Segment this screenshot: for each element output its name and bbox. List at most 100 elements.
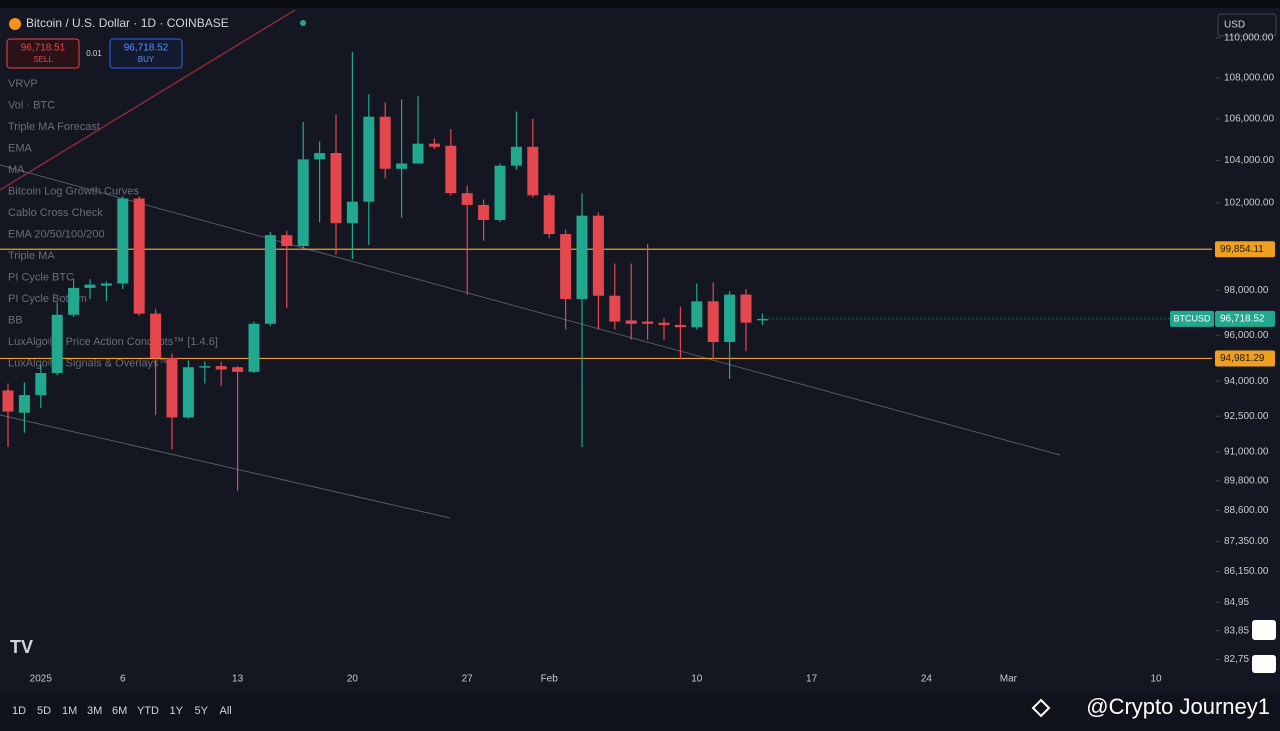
buy-price: 96,718.52 bbox=[124, 43, 169, 54]
x-tick-label: 6 bbox=[120, 674, 126, 685]
x-tick-label: 10 bbox=[691, 674, 703, 685]
x-tick-label: 13 bbox=[232, 674, 244, 685]
timeframe-button[interactable]: YTD bbox=[137, 705, 159, 717]
last-price-name: BTCUSD bbox=[1173, 313, 1211, 323]
candle-body bbox=[428, 143, 440, 147]
x-tick-label: 10 bbox=[1150, 674, 1162, 685]
y-tick-label: 106,000.00 bbox=[1224, 113, 1274, 124]
plot-area: 110,000.00 108,000.00 106,000.00 104,000.00… bbox=[0, 33, 1275, 685]
y-tick-label: 102,000.00 bbox=[1224, 197, 1274, 208]
timeframe-button[interactable]: 1Y bbox=[170, 705, 184, 717]
indicator-label: PI Cycle Bottom bbox=[8, 293, 87, 305]
y-tick-label: 87,350.00 bbox=[1224, 536, 1269, 547]
candle-body bbox=[35, 373, 47, 396]
timeframe-button[interactable]: 3M bbox=[87, 705, 102, 717]
candle-body bbox=[494, 165, 506, 220]
timeframe-button[interactable]: 1M bbox=[62, 705, 77, 717]
timeframe-button[interactable]: 6M bbox=[112, 705, 127, 717]
indicator-label: Cablo Cross Check bbox=[8, 207, 103, 219]
indicator-label: Vol · BTC bbox=[8, 99, 55, 111]
y-tick-label: 98,000.00 bbox=[1224, 285, 1269, 296]
candle-body bbox=[182, 367, 194, 418]
indicator-label: Triple MA Forecast bbox=[8, 121, 100, 133]
y-tick-label: 96,000.00 bbox=[1224, 330, 1269, 341]
chart-title: Bitcoin / U.S. Dollar · 1D · COINBASE bbox=[26, 16, 229, 30]
trendline bbox=[0, 9, 296, 191]
indicator-label: BB bbox=[8, 314, 23, 326]
status-dot bbox=[300, 20, 306, 26]
y-tick-label: 82,75 bbox=[1224, 654, 1249, 665]
candle-body bbox=[560, 234, 572, 300]
candle-body bbox=[396, 163, 408, 169]
candle-body bbox=[609, 295, 621, 322]
candle-body bbox=[150, 313, 162, 359]
candle-body bbox=[412, 143, 424, 164]
sell-label: SELL bbox=[33, 55, 53, 64]
candle-body bbox=[642, 321, 654, 324]
candle-body bbox=[297, 159, 309, 247]
bottom-bar bbox=[0, 693, 1280, 731]
candle-body bbox=[117, 198, 129, 284]
candle-body bbox=[68, 287, 80, 315]
candle-body bbox=[264, 235, 276, 324]
indicator-label: LuxAlgo® - Signals & Overlays™ bbox=[8, 357, 170, 369]
y-tick-label: 94,000.00 bbox=[1224, 376, 1269, 387]
watermark-icon bbox=[1031, 698, 1051, 718]
trendline bbox=[0, 164, 1061, 456]
buy-label: BUY bbox=[138, 55, 155, 64]
tv-logo: TV bbox=[10, 637, 33, 657]
level-tag bbox=[1215, 241, 1275, 258]
candle-body bbox=[478, 204, 490, 220]
candle-body bbox=[576, 215, 588, 300]
candle-body bbox=[166, 358, 178, 418]
candle-body bbox=[527, 146, 539, 196]
last-price-tag bbox=[1215, 310, 1275, 327]
candle-body bbox=[461, 193, 473, 205]
y-tick-label: 83,85 bbox=[1224, 625, 1249, 636]
level-label: 99,854.11 bbox=[1220, 244, 1264, 255]
candle-body bbox=[248, 323, 260, 372]
video-button[interactable] bbox=[1252, 655, 1276, 673]
timeframe-button[interactable]: 5Y bbox=[195, 705, 209, 717]
candle-body bbox=[100, 283, 112, 286]
y-tick-label: 92,500.00 bbox=[1224, 411, 1269, 422]
x-tick-label: 20 bbox=[347, 674, 359, 685]
x-tick-label: 27 bbox=[462, 674, 474, 685]
x-tick-label: 17 bbox=[806, 674, 818, 685]
y-tick-label: 104,000.00 bbox=[1224, 155, 1274, 166]
camera-button[interactable] bbox=[1252, 620, 1276, 640]
candle-body bbox=[215, 366, 227, 370]
timeframe-button[interactable]: All bbox=[220, 705, 232, 717]
candle-body bbox=[314, 153, 326, 160]
candle-body bbox=[379, 116, 391, 169]
candle-body bbox=[51, 314, 63, 374]
timeframe-button[interactable]: 1D bbox=[12, 705, 26, 717]
indicator-label: EMA bbox=[8, 142, 33, 154]
candle-body bbox=[363, 116, 375, 202]
indicator-label: PI Cycle BTC bbox=[8, 271, 74, 283]
timeframe-button[interactable]: 5D bbox=[37, 705, 51, 717]
x-tick-label: 2025 bbox=[30, 674, 53, 685]
watermark: @Crypto Journey1 bbox=[1086, 694, 1270, 719]
candle-body bbox=[84, 284, 96, 288]
candle-body bbox=[199, 366, 211, 368]
y-tick-label: 110,000.00 bbox=[1224, 33, 1274, 44]
candle-body bbox=[674, 324, 686, 328]
spread: 0.01 bbox=[86, 49, 102, 58]
candle-body bbox=[724, 294, 736, 342]
currency-select[interactable] bbox=[1217, 13, 1277, 37]
currency: USD bbox=[1224, 20, 1245, 31]
candle-body bbox=[658, 322, 670, 325]
buy-button[interactable] bbox=[109, 38, 183, 69]
candle-body bbox=[707, 301, 719, 342]
timeframe-toolbar: 1D 5D 1M 3M 6M YTD 1Y 5Y All bbox=[12, 705, 232, 717]
y-tick-label: 86,150.00 bbox=[1224, 566, 1269, 577]
candle-body bbox=[346, 201, 358, 224]
candle-body bbox=[133, 198, 145, 314]
candle-body bbox=[232, 367, 244, 372]
last-price-label: 96,718.52 bbox=[1220, 314, 1265, 325]
y-tick-label: 84,95 bbox=[1224, 597, 1249, 608]
sell-button[interactable] bbox=[6, 38, 80, 69]
y-tick-label: 91,000.00 bbox=[1224, 447, 1269, 458]
btc-icon bbox=[9, 18, 21, 30]
